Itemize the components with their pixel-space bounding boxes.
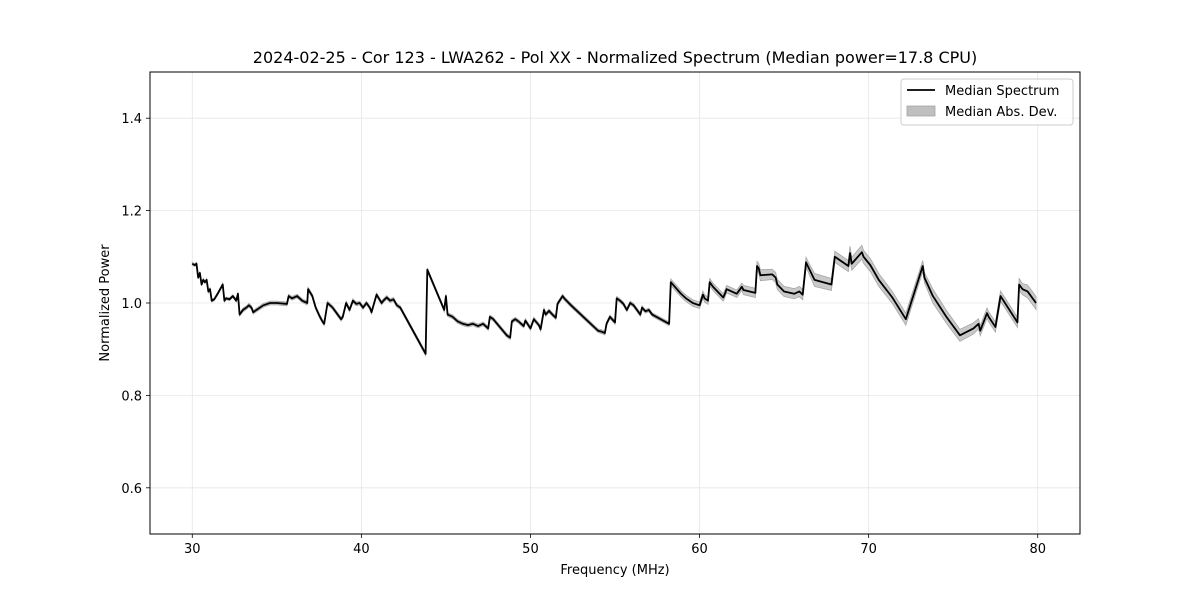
x-tick-label: 50 bbox=[522, 542, 539, 557]
legend-entry-median-spectrum: Median Spectrum bbox=[945, 84, 1059, 99]
y-axis-label: Normalized Power bbox=[98, 244, 113, 362]
x-axis-label: Frequency (MHz) bbox=[560, 563, 669, 578]
median-spectrum-line bbox=[191, 251, 1037, 355]
median-abs-dev-band bbox=[191, 244, 1037, 358]
y-tick-label: 1.2 bbox=[121, 205, 142, 220]
legend-band-swatch bbox=[906, 105, 936, 117]
legend-entry-median-abs-dev: Median Abs. Dev. bbox=[945, 105, 1057, 120]
y-tick-label: 0.8 bbox=[121, 389, 142, 404]
x-tick-label: 40 bbox=[353, 542, 370, 557]
chart-title: 2024-02-25 - Cor 123 - LWA262 - Pol XX -… bbox=[253, 48, 977, 67]
x-tick-label: 80 bbox=[1029, 542, 1046, 557]
axis-ticks: 30 40 50 60 70 80 0.6 0.8 1.0 1.2 1.4 bbox=[121, 112, 1046, 557]
y-tick-label: 1.4 bbox=[121, 112, 142, 127]
x-tick-label: 70 bbox=[860, 542, 877, 557]
y-tick-label: 0.6 bbox=[121, 482, 142, 497]
x-tick-label: 30 bbox=[184, 542, 201, 557]
x-tick-label: 60 bbox=[691, 542, 708, 557]
legend-box bbox=[900, 78, 1074, 126]
y-tick-label: 1.0 bbox=[121, 297, 142, 312]
legend: Median Spectrum Median Abs. Dev. bbox=[900, 78, 1074, 126]
